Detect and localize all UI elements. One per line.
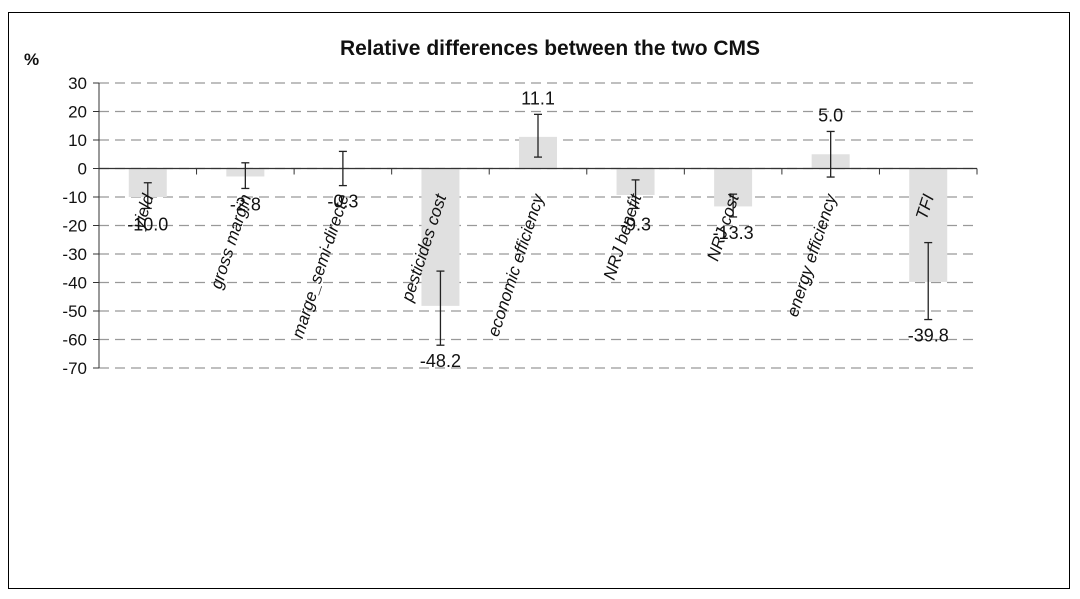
data-label: 5.0 <box>818 105 843 125</box>
y-tick-label: 20 <box>68 103 87 122</box>
y-tick-label: -60 <box>62 331 87 350</box>
bar-chart: Relative differences between the two CMS… <box>24 37 978 378</box>
error-bars <box>143 113 933 346</box>
x-category-label: NRJ benefit <box>600 191 646 283</box>
data-label: -9.3 <box>620 214 651 234</box>
x-category-label: marge_semi-directe <box>288 192 352 341</box>
data-label: 11.1 <box>521 88 555 108</box>
y-tick-label: -50 <box>62 302 87 321</box>
y-tick-label: -40 <box>62 274 87 293</box>
x-category-label: energy efficiency <box>783 190 841 319</box>
y-axis-unit: % <box>24 50 39 69</box>
y-tick-labels: 30 20 10 0 -10 -20 -30 -40 -50 -60 -70 <box>62 74 87 378</box>
data-label: -13.3 <box>713 223 754 243</box>
y-tick-label: -30 <box>62 245 87 264</box>
y-tick-label: -70 <box>62 359 87 378</box>
chart-frame: Relative differences between the two CMS… <box>8 12 1070 589</box>
data-label: -48.2 <box>420 351 461 371</box>
y-tick-label: -10 <box>62 188 87 207</box>
data-labels: -10.0 -2.8 -0.3 -48.2 11.1 -9.3 -13.3 5.0 -39.8 <box>127 88 948 371</box>
y-tick-label: 30 <box>68 74 87 93</box>
data-label: -39.8 <box>908 326 949 346</box>
y-tick-label: -20 <box>62 217 87 236</box>
data-label: -2.8 <box>230 194 261 214</box>
y-tick-label: 0 <box>78 160 87 179</box>
chart-title: Relative differences between the two CMS <box>340 37 760 60</box>
y-tick-label: 10 <box>68 131 87 150</box>
data-label: -0.3 <box>327 192 358 212</box>
x-category-label: economic efficiency <box>484 190 548 338</box>
data-label: -10.0 <box>127 214 168 234</box>
